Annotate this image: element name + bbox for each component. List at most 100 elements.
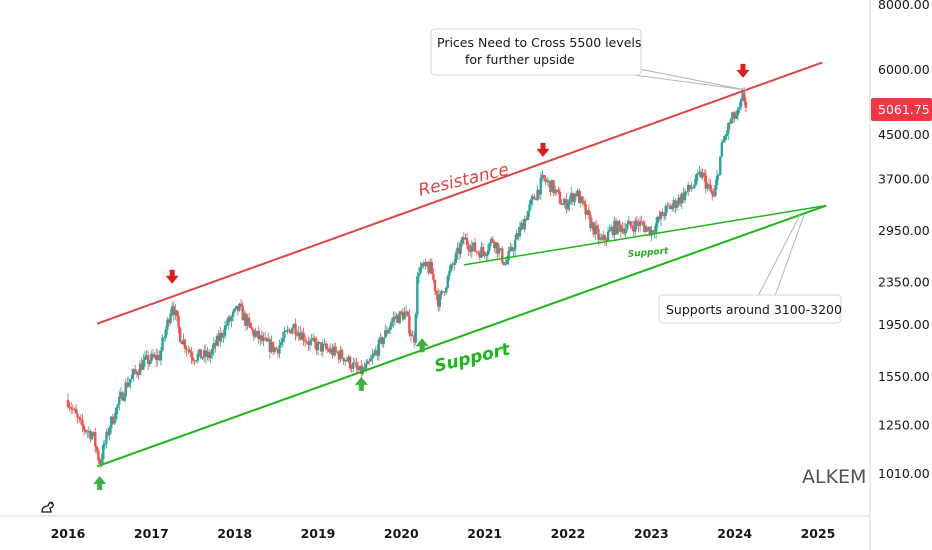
candle-body: [592, 222, 595, 235]
candle-body: [688, 185, 691, 189]
callout-top-line1: Prices Need to Cross 5500 levels: [437, 35, 641, 50]
candle-body: [385, 330, 389, 334]
price-tick-label: 1550.00: [878, 369, 930, 384]
candle-body: [581, 196, 584, 202]
candle-body: [579, 196, 583, 204]
time-axis[interactable]: 2016 2017 2018 2019 2020 2021 2022 2023 2024 2025: [51, 526, 836, 541]
candle-body: [653, 232, 656, 234]
candle-body: [561, 203, 565, 205]
candle-body: [428, 261, 432, 273]
candle-body: [241, 306, 244, 321]
candle-body: [97, 450, 100, 461]
candle-body: [89, 431, 92, 440]
candle-body: [685, 191, 688, 193]
candle-body: [138, 363, 142, 375]
candle-body: [534, 199, 538, 201]
candle-body: [536, 189, 539, 201]
candle-body: [148, 361, 151, 365]
candle-body: [153, 354, 156, 358]
price-tick-label: 1010.00: [878, 466, 930, 481]
candle-body: [424, 261, 427, 266]
candle-body: [401, 313, 405, 320]
candle-body: [388, 326, 392, 331]
candle-body: [118, 396, 121, 405]
candle-body: [142, 360, 145, 370]
candle-body: [513, 239, 517, 251]
candle-body: [95, 446, 99, 451]
candle-body: [606, 231, 610, 241]
candle-body: [465, 237, 469, 245]
candle-body: [228, 317, 232, 321]
candle-body: [406, 311, 409, 316]
candle-body: [209, 354, 212, 359]
candle-body: [409, 333, 413, 336]
candle-body: [624, 228, 627, 234]
candle-body: [329, 348, 333, 353]
candle-body: [565, 199, 568, 210]
candle-body: [143, 356, 147, 361]
candle-body: [100, 459, 103, 464]
candle-body: [178, 327, 182, 342]
candle-body: [126, 382, 129, 387]
candle-body: [233, 308, 236, 312]
candle-body: [648, 226, 651, 236]
tradingview-logo-icon[interactable]: [41, 501, 54, 513]
candle-body: [254, 333, 257, 337]
candle-body: [497, 248, 501, 254]
candle-body: [249, 322, 252, 329]
candle-body: [473, 242, 477, 252]
candle-body: [552, 180, 555, 194]
support-trendline[interactable]: [96, 204, 827, 468]
callout-bottom-box[interactable]: [658, 294, 842, 324]
candle-body: [105, 431, 108, 444]
candle-body: [720, 142, 724, 157]
resistance-trendline[interactable]: [96, 61, 823, 325]
candle-body: [558, 191, 562, 204]
candle-body: [502, 262, 506, 265]
candle-body: [686, 185, 690, 192]
candle-body: [728, 123, 732, 124]
candle-body: [239, 303, 243, 307]
candle-body: [427, 266, 430, 273]
callout-top-pointer: [633, 74, 747, 91]
candle-body: [146, 355, 150, 365]
candle-body: [400, 311, 403, 314]
candle-body: [664, 206, 667, 216]
support-trendline-minor[interactable]: [463, 204, 827, 266]
candle-body: [533, 196, 536, 200]
candle-body: [278, 345, 281, 354]
candle-body: [227, 317, 230, 326]
candle-body: [372, 352, 376, 356]
candle-body: [376, 350, 379, 356]
candle-body: [709, 184, 712, 192]
candle-body: [563, 199, 566, 204]
candle-body: [704, 175, 708, 189]
candle-body: [602, 235, 605, 240]
price-axis[interactable]: 8000.00 6000.00 4500.00 3700.00 2950.00 2350.…: [878, 0, 930, 481]
candle-body: [299, 332, 302, 340]
candle-body: [619, 225, 623, 232]
candle-body: [355, 362, 358, 368]
candle-body: [113, 419, 116, 424]
candle-body: [336, 351, 339, 353]
candle-body: [188, 349, 191, 353]
candle-body: [326, 348, 329, 350]
candle-body: [568, 199, 571, 205]
candle-body: [212, 342, 216, 349]
candle-body: [695, 174, 698, 185]
candle-body: [251, 328, 254, 331]
candle-body: [76, 413, 79, 418]
candle-body: [303, 340, 307, 342]
candle-body: [259, 335, 262, 340]
candle-body: [313, 338, 316, 343]
callout-top-box[interactable]: [430, 28, 642, 76]
arrow-up-icon: [93, 475, 107, 490]
candle-body: [412, 335, 416, 343]
candle-body: [103, 443, 107, 445]
candle-body: [539, 177, 542, 195]
symbol-watermark: ALKEM: [802, 466, 866, 488]
candle-body: [603, 235, 607, 241]
candle-body: [286, 329, 289, 332]
candle-body: [231, 311, 235, 317]
